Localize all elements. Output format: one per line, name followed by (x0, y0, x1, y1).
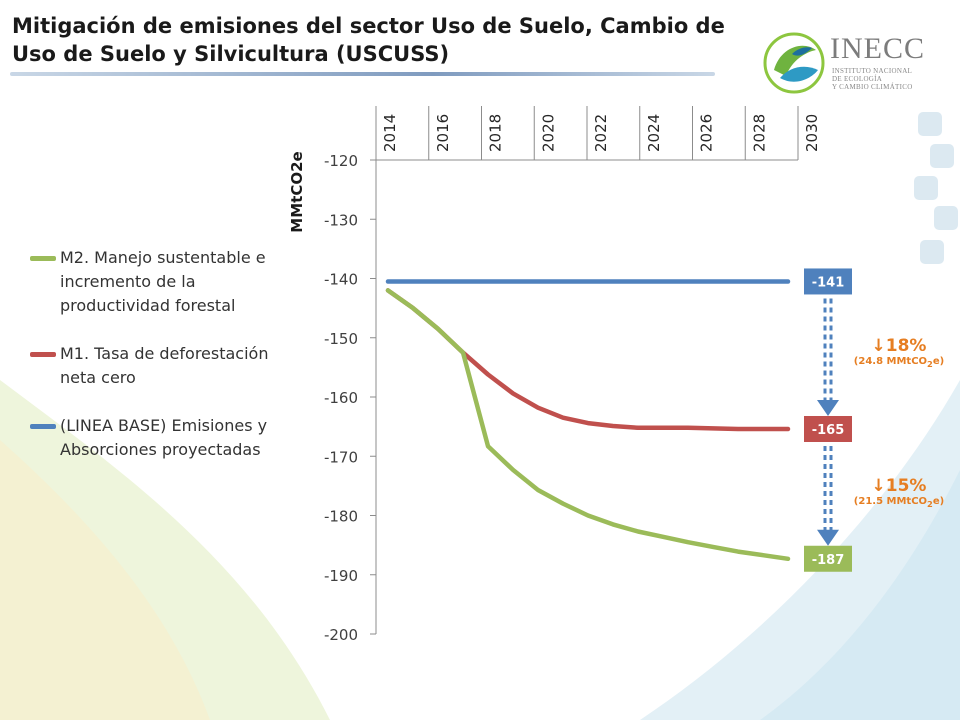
legend-label-m2: M2. Manejo sustentable e incremento de l… (60, 248, 266, 315)
series-line-0 (385, 288, 791, 562)
reduction-annotation-m2: ↓15% (21.5 MMtCO2e) (840, 476, 958, 509)
end-value-label: -187 (812, 553, 845, 568)
y-tick-label: -200 (324, 626, 358, 644)
series-line-1 (385, 288, 791, 432)
inecc-emblem-icon (763, 32, 825, 94)
reduction-detail: (21.5 MMtCO2e) (853, 496, 945, 509)
x-tick-label: 2014 (381, 114, 399, 152)
logo-subtitle: INSTITUTO NACIONAL DE ECOLOGÍA Y CAMBIO … (832, 67, 913, 91)
legend-swatch-m2 (30, 256, 56, 261)
down-arrow-icon: ↓ (871, 336, 886, 356)
reduction-annotation-m1: ↓18% (24.8 MMtCO2e) (840, 336, 958, 369)
reduction-detail: (24.8 MMtCO2e) (853, 356, 945, 369)
y-tick-label: -120 (324, 152, 358, 170)
x-tick-label: 2028 (750, 114, 768, 152)
x-tick-label: 2020 (539, 114, 557, 152)
page-title: Mitigación de emisiones del sector Uso d… (12, 14, 725, 66)
arrow-head-icon (817, 399, 839, 416)
x-tick-label: 2016 (434, 114, 452, 152)
legend-item-baseline: (LINEA BASE) Emisiones y Absorciones pro… (30, 414, 300, 462)
title-underline (10, 72, 715, 76)
logo-name: INECC (830, 32, 925, 65)
x-tick-label: 2030 (803, 114, 821, 152)
reduction-percent: 15% (885, 476, 927, 496)
end-value-badge (804, 545, 852, 572)
legend-swatch-baseline (30, 424, 56, 429)
x-tick-label: 2018 (487, 114, 505, 152)
y-axis-title: MMtCO2e (288, 151, 306, 232)
end-value-label: -165 (812, 423, 845, 438)
end-value-badge (804, 415, 852, 442)
x-tick-label: 2022 (592, 114, 610, 152)
arrow-head-icon (817, 529, 839, 546)
legend-label-baseline: (LINEA BASE) Emisiones y Absorciones pro… (60, 416, 268, 459)
legend-item-m1: M1. Tasa de deforestación neta cero (30, 342, 300, 390)
chart-legend: M2. Manejo sustentable e incremento de l… (30, 246, 300, 486)
y-tick-label: -180 (324, 508, 358, 526)
down-arrow-icon: ↓ (871, 476, 886, 496)
y-tick-label: -160 (324, 389, 358, 407)
end-value-label: -141 (812, 275, 845, 290)
inecc-logo: INECC INSTITUTO NACIONAL DE ECOLOGÍA Y C… (762, 30, 952, 100)
end-value-badge (804, 268, 852, 295)
reduction-percent: 18% (885, 336, 927, 356)
y-tick-label: -170 (324, 448, 358, 466)
x-tick-label: 2026 (698, 114, 716, 152)
legend-label-m1: M1. Tasa de deforestación neta cero (60, 344, 269, 387)
y-tick-label: -130 (324, 211, 358, 229)
x-tick-label: 2024 (645, 114, 663, 152)
y-tick-label: -150 (324, 330, 358, 348)
legend-item-m2: M2. Manejo sustentable e incremento de l… (30, 246, 300, 318)
y-tick-label: -190 (324, 567, 358, 585)
y-tick-label: -140 (324, 271, 358, 289)
legend-swatch-m1 (30, 352, 56, 357)
